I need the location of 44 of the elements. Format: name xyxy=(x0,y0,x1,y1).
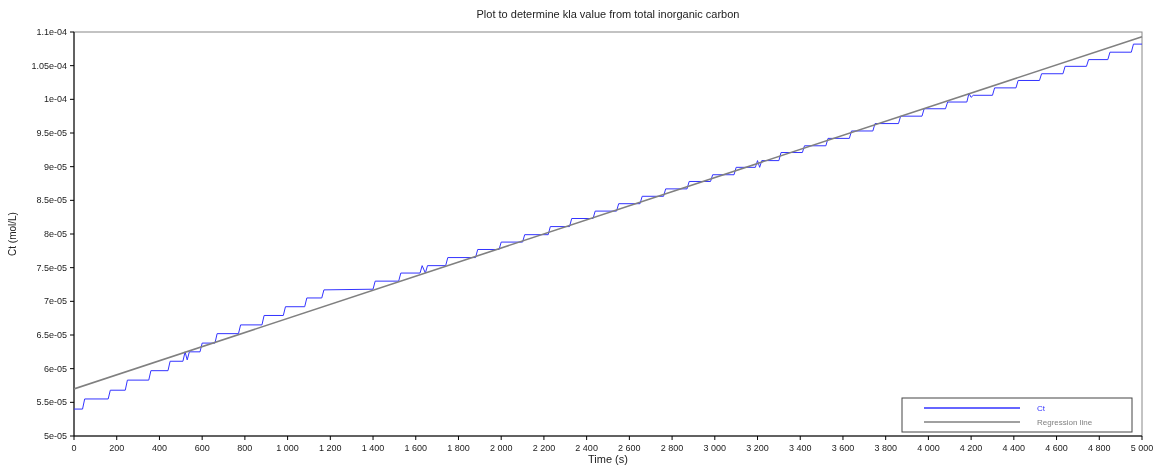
x-tick-label: 4 400 xyxy=(1002,443,1026,453)
x-tick-label: 400 xyxy=(151,443,167,453)
y-tick-label: 5e-05 xyxy=(43,431,67,441)
x-tick-label: 2 200 xyxy=(532,443,556,453)
x-tick-label: 3 400 xyxy=(788,443,812,453)
x-tick-label: 2 000 xyxy=(489,443,513,453)
x-tick-label: 4 600 xyxy=(1045,443,1068,453)
y-tick-label: 7e-05 xyxy=(43,296,67,307)
x-tick-label: 1 000 xyxy=(276,443,299,453)
y-tick-label: 9.5e-05 xyxy=(36,128,67,138)
x-tick-label: 5 000 xyxy=(1130,443,1153,453)
x-tick-label: 3 200 xyxy=(746,443,769,453)
y-tick-label: 7.5e-05 xyxy=(36,262,67,273)
x-tick-label: 2 400 xyxy=(575,443,598,453)
x-tick-label: 800 xyxy=(237,443,253,453)
x-tick-label: 2 800 xyxy=(660,443,684,453)
y-tick-label: 8.5e-05 xyxy=(36,195,67,206)
x-tick-label: 1 600 xyxy=(404,443,428,453)
x-tick-label: 2 600 xyxy=(618,443,641,453)
y-tick-label: 1e-04 xyxy=(43,94,67,105)
y-axis-title: Ct (mol/L) xyxy=(7,212,18,256)
x-tick-label: 4 200 xyxy=(959,443,983,453)
x-axis-title: Time (s) xyxy=(588,453,628,465)
x-tick-label: 3 600 xyxy=(831,443,855,453)
x-tick-label: 0 xyxy=(71,443,77,453)
y-tick-label: 9e-05 xyxy=(43,161,67,172)
x-tick-label: 1 800 xyxy=(447,443,470,453)
y-tick-label: 6.5e-05 xyxy=(36,330,67,340)
text: Regression line xyxy=(1037,418,1093,427)
y-tick-label: 5.5e-05 xyxy=(36,397,67,408)
y-tick-label: 8e-05 xyxy=(43,229,67,239)
y-tick-label: 1.1e-04 xyxy=(36,27,67,37)
x-tick-label: 600 xyxy=(194,443,210,453)
x-tick-label: 3 000 xyxy=(703,443,727,453)
x-tick-label: 1 400 xyxy=(361,443,385,453)
y-tick-label: 6e-05 xyxy=(43,363,67,374)
x-tick-label: 3 800 xyxy=(874,443,897,453)
chart-title: Plot to determine kla value from total inorganic carbon xyxy=(476,8,740,20)
y-tick-label: 1.05e-04 xyxy=(31,60,67,71)
x-tick-label: 200 xyxy=(109,443,125,453)
x-tick-label: 1 200 xyxy=(319,443,342,453)
x-tick-label: 4 000 xyxy=(917,443,940,453)
text: Ct xyxy=(1037,404,1046,413)
x-tick-label: 4 800 xyxy=(1088,443,1111,453)
